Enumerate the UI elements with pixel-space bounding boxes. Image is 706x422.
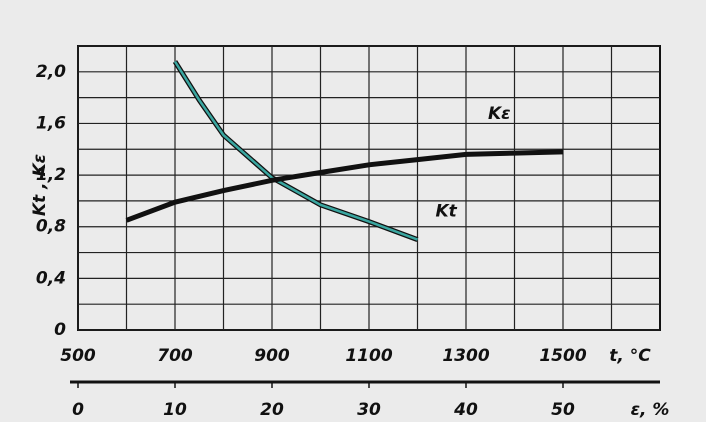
line — [125, 149, 564, 223]
y-tick-label: 0,8 — [36, 217, 66, 237]
x-tick-label: 1300 — [442, 346, 489, 366]
y-tick-label: 1,6 — [36, 113, 66, 133]
x-tick-label: 900 — [254, 346, 290, 366]
x2-tick-label: 40 — [453, 400, 478, 420]
x-tick-label: 500 — [60, 346, 96, 366]
x2-tick-label: 0 — [72, 400, 84, 420]
y-tick-label: 0 — [54, 320, 66, 340]
x-tick-label: 700 — [157, 346, 193, 366]
x2-tick-label: 30 — [357, 400, 381, 420]
x2-tick-label: 50 — [551, 400, 575, 420]
x-tick-label: 1100 — [345, 346, 392, 366]
series-label: Kε — [488, 104, 511, 124]
x2-tick-label: 10 — [163, 400, 187, 420]
y-tick-label: 1,2 — [36, 165, 66, 185]
x-axis-label: t, °C — [609, 346, 651, 366]
y-axis-label: Kt , Kε — [30, 154, 50, 216]
x-tick-label: 1500 — [539, 346, 586, 366]
y-tick-label: 0,4 — [36, 268, 66, 288]
line — [173, 60, 418, 241]
y-tick-label: 2,0 — [36, 62, 66, 82]
x2-axis-label: ε, % — [631, 400, 670, 420]
line-outline — [172, 60, 419, 242]
x2-tick-label: 20 — [260, 400, 284, 420]
series-label: Kt — [436, 202, 458, 222]
